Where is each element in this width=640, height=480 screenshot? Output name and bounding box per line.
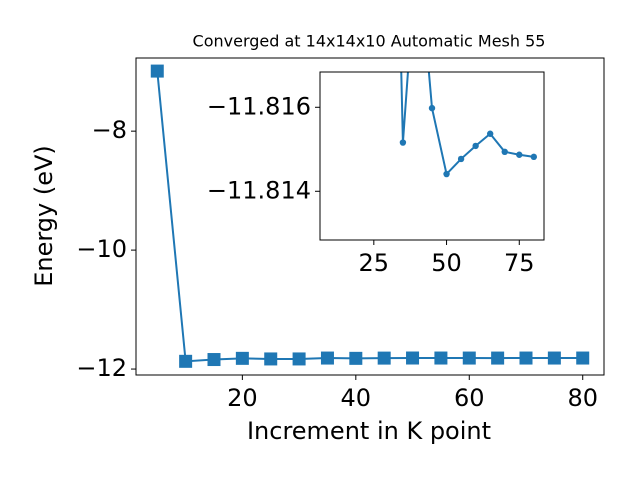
data-marker xyxy=(457,155,465,163)
data-marker xyxy=(547,351,561,365)
data-marker xyxy=(150,64,164,78)
y-tick-label: −12 xyxy=(76,354,127,382)
data-line xyxy=(156,70,583,363)
y-tick-label: −8 xyxy=(92,116,127,144)
data-marker xyxy=(264,352,278,366)
y-tick-label: −10 xyxy=(76,235,127,263)
plot-area xyxy=(150,64,590,368)
x-tick-label: 20 xyxy=(227,384,258,412)
chart-title: Converged at 14x14x10 Automatic Mesh 55 xyxy=(193,32,546,51)
data-marker xyxy=(519,351,533,365)
y-tick-label: −11.814 xyxy=(207,176,311,204)
data-marker xyxy=(235,351,249,365)
x-tick-label: 50 xyxy=(431,249,462,277)
data-marker xyxy=(434,351,448,365)
data-marker xyxy=(377,351,391,365)
data-marker xyxy=(576,351,590,365)
x-tick-label: 60 xyxy=(454,384,485,412)
x-tick-label: 75 xyxy=(504,249,535,277)
data-marker xyxy=(320,351,334,365)
data-marker xyxy=(292,352,306,366)
data-marker xyxy=(501,148,508,155)
x-tick-label: 40 xyxy=(341,384,372,412)
x-axis-label: Increment in K point xyxy=(247,417,491,445)
data-marker xyxy=(491,351,505,365)
plot-frame xyxy=(319,71,545,241)
data-marker xyxy=(462,351,476,365)
data-marker xyxy=(179,354,193,368)
data-marker xyxy=(472,142,479,150)
plot-area xyxy=(399,72,538,178)
data-marker xyxy=(428,104,436,112)
data-marker xyxy=(486,130,494,137)
x-tick-label: 80 xyxy=(567,384,598,412)
data-marker xyxy=(207,353,221,367)
data-marker xyxy=(349,351,363,365)
data-marker xyxy=(443,170,450,178)
data-marker xyxy=(406,351,420,365)
data-marker xyxy=(530,153,538,161)
x-tick-label: 25 xyxy=(359,249,390,277)
data-marker xyxy=(399,139,407,146)
y-tick-label: −11.816 xyxy=(207,92,311,120)
plot-frame xyxy=(135,57,605,376)
data-marker xyxy=(516,151,523,158)
y-axis-label: Energy (eV) xyxy=(30,145,58,287)
